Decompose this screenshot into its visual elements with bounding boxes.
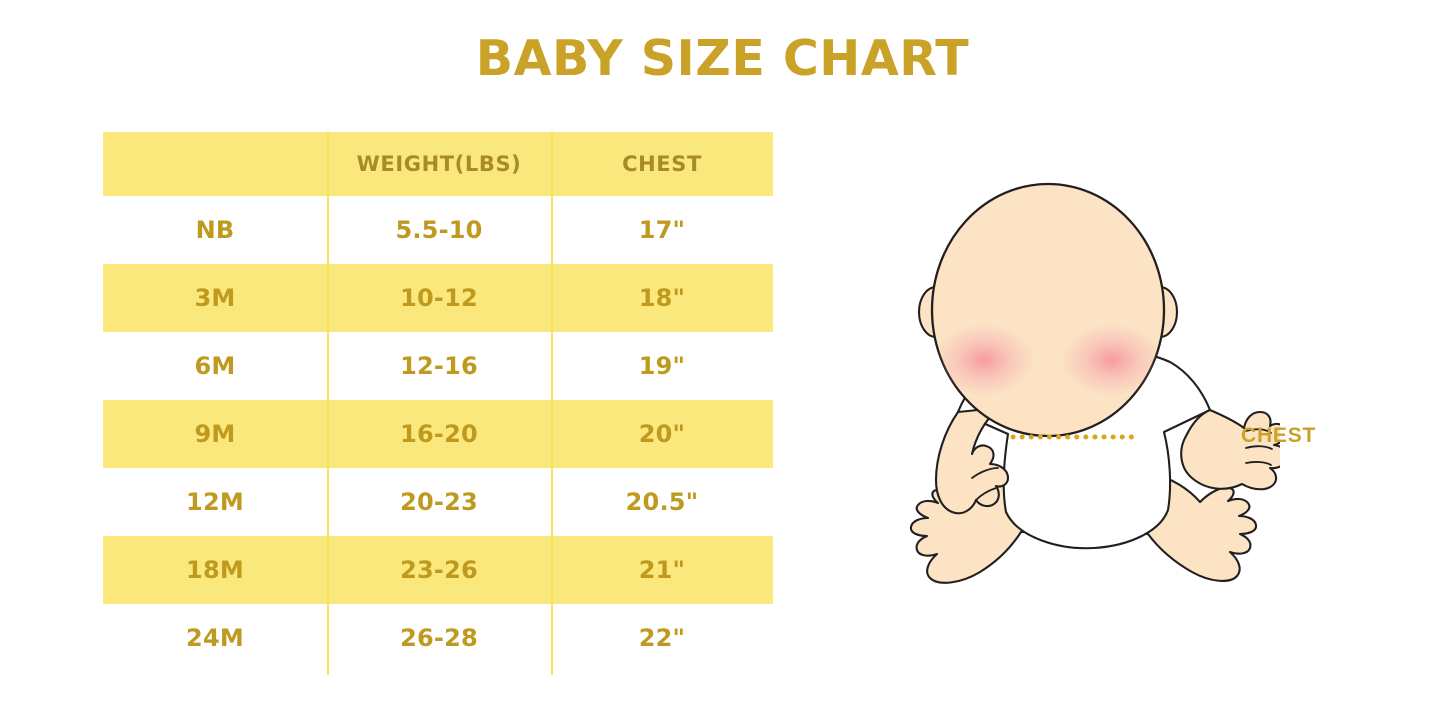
- right-arm-shape: [1180, 408, 1289, 491]
- cell-chest: 22": [638, 624, 686, 652]
- cell-weight: 20-23: [400, 488, 478, 516]
- cell-size: 18M: [186, 556, 244, 584]
- left-arm-shape: [934, 406, 1010, 515]
- header-cell-size: [103, 132, 327, 196]
- page-title: BABY SIZE CHART: [475, 30, 970, 87]
- cell-size: 9M: [194, 420, 236, 448]
- cell-chest: 18": [638, 284, 686, 312]
- table-row: 12M 20-23 20.5": [103, 468, 773, 536]
- table-row: 9M 16-20 20": [103, 400, 773, 468]
- column-divider-1: [327, 132, 329, 675]
- header-cell-weight: WEIGHT(LBS): [356, 152, 522, 176]
- cell-weight: 10-12: [400, 284, 478, 312]
- cell-weight: 12-16: [400, 352, 478, 380]
- cell-chest: 20.5": [625, 488, 699, 516]
- table-row: 24M 26-28 22": [103, 604, 773, 672]
- table-row: NB 5.5-10 17": [103, 196, 773, 264]
- table-row: 18M 23-26 21": [103, 536, 773, 604]
- cell-size: 12M: [186, 488, 244, 516]
- header-cell-chest: CHEST: [622, 152, 702, 176]
- baby-illustration: [880, 160, 1289, 590]
- head-shape: [930, 182, 1166, 438]
- cell-size: NB: [195, 216, 235, 244]
- cell-weight: 26-28: [400, 624, 478, 652]
- cell-weight: 23-26: [400, 556, 478, 584]
- size-table: WEIGHT(LBS) CHEST NB 5.5-10 17" 3M 10-12…: [103, 132, 773, 672]
- right-cheek-blush: [1062, 324, 1162, 396]
- cell-chest: 19": [638, 352, 686, 380]
- right-fist-knuckles: [1245, 428, 1273, 466]
- table-row: 3M 10-12 18": [103, 264, 773, 332]
- column-divider-2: [551, 132, 553, 675]
- cell-weight: 5.5-10: [395, 216, 483, 244]
- left-cheek-blush: [934, 324, 1034, 396]
- cell-size: 3M: [194, 284, 236, 312]
- chest-label: CHEST: [1241, 424, 1317, 447]
- left-hand-fingers: [971, 467, 999, 501]
- cell-size: 6M: [194, 352, 236, 380]
- cell-size: 24M: [186, 624, 244, 652]
- cell-chest: 21": [638, 556, 686, 584]
- cell-chest: 20": [638, 420, 686, 448]
- cell-weight: 16-20: [400, 420, 478, 448]
- table-header-row: WEIGHT(LBS) CHEST: [103, 132, 773, 196]
- table-row: 6M 12-16 19": [103, 332, 773, 400]
- cell-chest: 17": [638, 216, 686, 244]
